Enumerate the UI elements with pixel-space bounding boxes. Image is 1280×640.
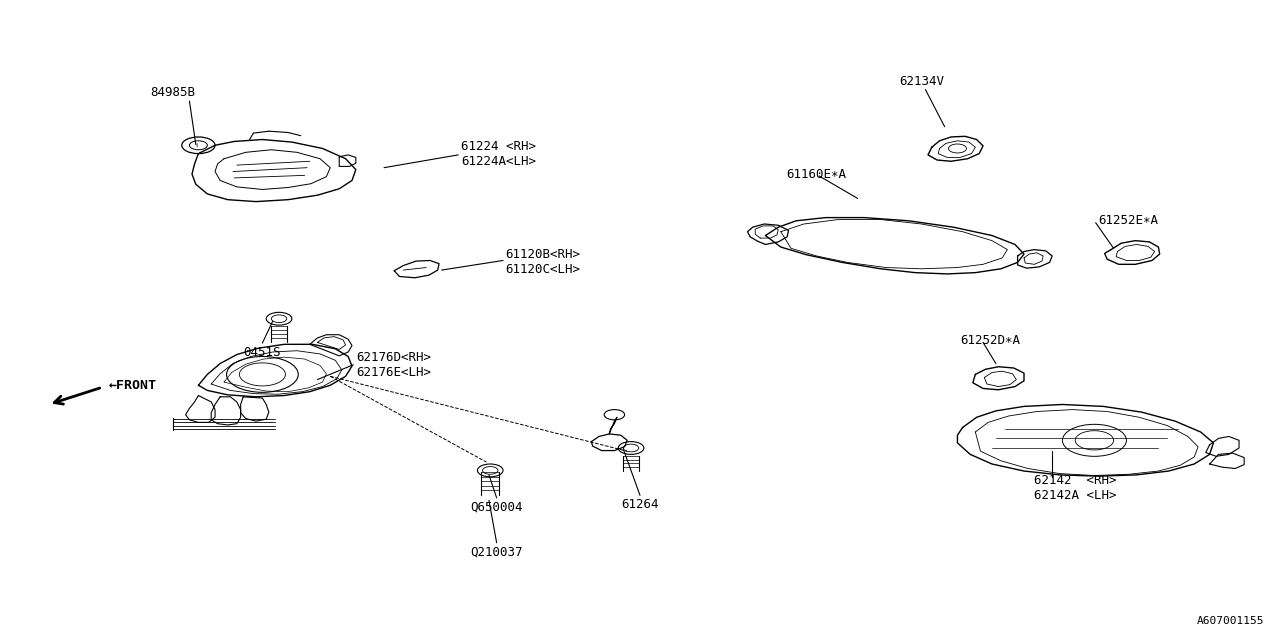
Text: Q650004: Q650004 bbox=[470, 500, 524, 513]
Text: A607001155: A607001155 bbox=[1197, 616, 1265, 626]
Text: 0451S: 0451S bbox=[243, 346, 282, 358]
Text: 62134V: 62134V bbox=[899, 76, 945, 88]
Text: 61120B<RH>
61120C<LH>: 61120B<RH> 61120C<LH> bbox=[506, 248, 581, 276]
Text: 62142  <RH>
62142A <LH>: 62142 <RH> 62142A <LH> bbox=[1034, 474, 1116, 502]
Text: 61264: 61264 bbox=[621, 498, 659, 511]
Text: 61252D∗A: 61252D∗A bbox=[960, 334, 1020, 347]
Text: 61160E∗A: 61160E∗A bbox=[786, 168, 846, 180]
Text: 84985B: 84985B bbox=[150, 86, 196, 99]
Text: ←FRONT: ←FRONT bbox=[109, 380, 157, 392]
Text: 61224 <RH>
61224A<LH>: 61224 <RH> 61224A<LH> bbox=[461, 140, 536, 168]
Text: 62176D<RH>
62176E<LH>: 62176D<RH> 62176E<LH> bbox=[356, 351, 431, 379]
Text: Q210037: Q210037 bbox=[470, 545, 524, 558]
Text: 61252E∗A: 61252E∗A bbox=[1098, 214, 1158, 227]
